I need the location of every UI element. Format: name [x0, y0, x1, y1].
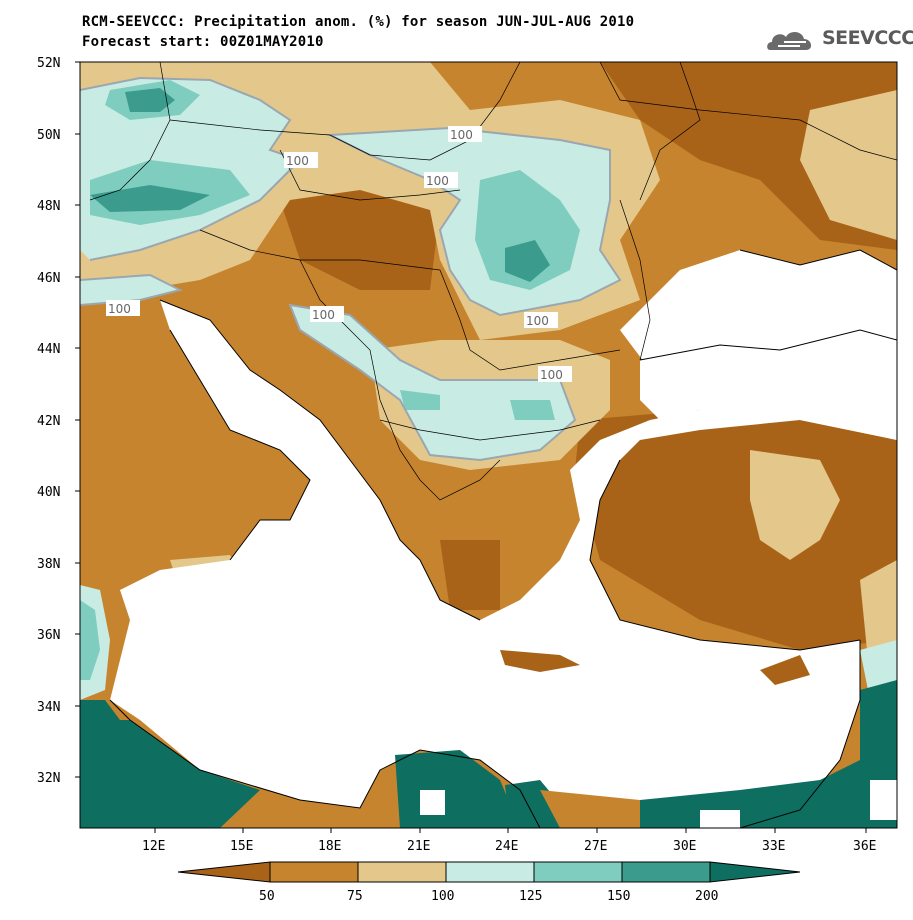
colorbar-labels: 50 75 100 125 150 200 [259, 889, 718, 904]
anomaly-below-50-peloponnese [440, 540, 500, 610]
longitude-axis: 12E 15E 18E 21E 24E 27E 30E 33E 36E [142, 828, 876, 854]
contour-label: 100 [426, 174, 449, 188]
anomaly-150-200-germany [125, 88, 175, 112]
contour-label: 100 [540, 368, 563, 382]
lat-label: 48N [37, 199, 60, 214]
lon-label: 18E [318, 839, 341, 854]
colorbar-swatch [709, 861, 801, 883]
map-frame [79, 61, 898, 829]
lat-label: 44N [37, 342, 60, 357]
colorbar-label: 200 [695, 889, 718, 904]
anomaly-125-150-tunisia [80, 600, 100, 680]
anomaly-125-150-bulgaria [510, 400, 555, 420]
anomaly-below-50-anatolia [700, 450, 740, 500]
sardinia [80, 450, 92, 545]
map-fill [80, 62, 897, 828]
lon-label: 15E [230, 839, 253, 854]
country-borders [89, 62, 897, 501]
lon-label: 24E [495, 839, 518, 854]
contour-label: 100 [450, 128, 473, 142]
lat-label: 32N [37, 771, 60, 786]
cyprus [760, 655, 810, 685]
contour-label: 100 [108, 302, 131, 316]
anomaly-150-200-romania [505, 240, 550, 282]
lon-label: 30E [673, 839, 696, 854]
anomaly-75-100-ukraine [800, 90, 897, 240]
lon-label: 36E [853, 839, 876, 854]
lon-label: 27E [584, 839, 607, 854]
anomaly-125-150-romania [475, 170, 580, 290]
lat-label: 42N [37, 414, 60, 429]
anomaly-125-150-serbia [400, 390, 440, 410]
colorbar-label: 50 [259, 889, 275, 904]
contour-label-group: 100 100 100 100 100 100 100 [106, 126, 572, 382]
lon-label: 33E [762, 839, 785, 854]
colorbar-swatch [357, 861, 447, 883]
colorbar-swatch [177, 861, 271, 883]
egypt-land [540, 790, 660, 828]
forecast-start-subtitle: Forecast start: 00Z01MAY2010 [82, 34, 324, 50]
contour-label: 100 [286, 154, 309, 168]
colorbar-label: 150 [607, 889, 630, 904]
lon-label: 12E [142, 839, 165, 854]
contour-100 [80, 76, 622, 462]
anomaly-75-100-anatolia [750, 450, 840, 560]
latitude-axis: 52N 50N 48N 46N 44N 42N 40N 38N 36N 34N … [37, 56, 80, 786]
coastlines [109, 249, 897, 828]
white-patch [420, 790, 445, 815]
lat-label: 40N [37, 485, 60, 500]
white-patch-levant [870, 780, 897, 820]
lat-label: 34N [37, 700, 60, 715]
lat-label: 36N [37, 628, 60, 643]
contour-label: 100 [526, 314, 549, 328]
anomaly-above-200-libya-west [80, 720, 260, 828]
seevccc-logo [767, 31, 812, 50]
colorbar-label: 75 [347, 889, 363, 904]
anomaly-100-125-po-valley [80, 275, 180, 305]
contour-label: 100 [312, 308, 335, 322]
lon-label: 21E [407, 839, 430, 854]
white-patch-delta [700, 810, 740, 828]
lat-label: 50N [37, 128, 60, 143]
colorbar-swatch [269, 861, 359, 883]
colorbar-swatch [621, 861, 711, 883]
black-sea [640, 330, 897, 440]
logo-text: SEEVCCC [822, 27, 913, 49]
map-title: RCM-SEEVCCC: Precipitation anom. (%) for… [82, 14, 635, 30]
lat-label: 52N [37, 56, 60, 71]
anomaly-above-200-nile-delta [640, 760, 860, 828]
lat-label: 46N [37, 271, 60, 286]
colorbar-swatch [533, 861, 623, 883]
anomaly-100-125-balkans [290, 305, 575, 460]
colorbar-swatch [445, 861, 535, 883]
cloud-logo-icon [767, 31, 812, 50]
sea-mask [110, 250, 897, 828]
colorbar-label: 125 [519, 889, 542, 904]
colorbar-label: 100 [431, 889, 454, 904]
crete [500, 650, 580, 672]
lat-label: 38N [37, 557, 60, 572]
colorbar [177, 861, 801, 883]
anomaly-below-50-northeast [430, 62, 897, 250]
anomaly-150-200-bavaria [90, 185, 210, 212]
